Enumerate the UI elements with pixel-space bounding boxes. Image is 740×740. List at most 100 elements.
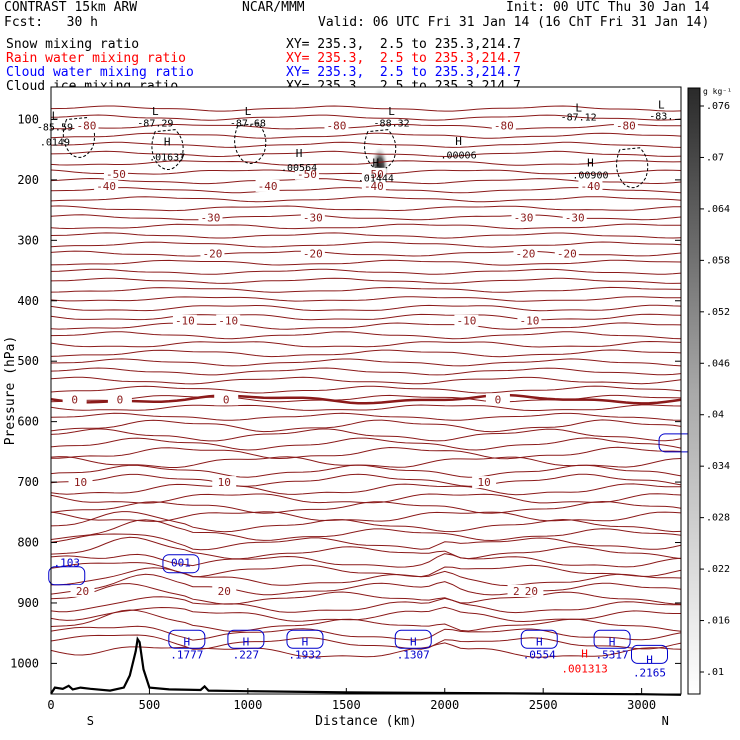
- isotherm-line: [50, 123, 681, 130]
- isotherm-line: [50, 132, 682, 139]
- extremum-marker: H: [587, 157, 594, 170]
- isotherm-line: [50, 553, 682, 568]
- cloud-water-contour: [593, 629, 631, 649]
- isotherm-line: [50, 428, 682, 442]
- y-tick-label: 300: [17, 233, 39, 247]
- rain-water-label: H: [581, 647, 588, 660]
- colorbar: [687, 87, 701, 695]
- cloud-water-contour: [520, 629, 558, 649]
- isotherm-line: [50, 223, 681, 230]
- extremum-value: -87.12: [561, 113, 597, 124]
- colorbar-tick-label: .034: [706, 461, 730, 472]
- isotherm-line: [50, 464, 682, 478]
- y-tick-label: 700: [17, 475, 39, 489]
- isotherm-line: [50, 573, 682, 596]
- cloud-water-contour: [48, 566, 86, 586]
- colorbar-tick-label: .04: [706, 410, 724, 421]
- colorbar-tick-label: .028: [706, 513, 730, 524]
- forecast-hour: Fcst: 30 h: [4, 15, 98, 30]
- isotherm-line: [50, 404, 682, 411]
- isotherm-line: [50, 196, 682, 203]
- isotherm-line: [50, 419, 682, 433]
- isotherm-label: -10: [456, 315, 476, 328]
- isotherm-line: [50, 385, 682, 394]
- colorbar-tick-label: .016: [706, 616, 730, 627]
- isotherm-line: [50, 241, 682, 248]
- isotherm-label-bg: [94, 179, 119, 192]
- cloud-water-label: 001: [171, 557, 191, 570]
- isotherm-label-bg: [562, 211, 587, 224]
- colorbar-tick-label: .076: [706, 101, 730, 112]
- isotherm-label-bg: [198, 211, 223, 224]
- extremum-value: -83.: [649, 111, 673, 122]
- colorbar-tick-label: .022: [706, 564, 730, 575]
- extremum-marker: H: [455, 135, 462, 148]
- x-end-label-north: N: [662, 714, 669, 728]
- extremum-marker: H: [373, 157, 380, 170]
- isotherm-label: -10: [175, 315, 195, 328]
- isotherm-label-bg: [74, 119, 99, 132]
- isotherm-line: [50, 500, 682, 514]
- legend-cloud-water-xy: XY= 235.3, 2.5 to 235.3,214.7: [286, 65, 521, 80]
- isotherm-label-bg: [511, 211, 536, 224]
- extremum-value: -88.32: [374, 119, 410, 130]
- isotherm-line: [50, 596, 681, 614]
- isotherm-line: [50, 296, 681, 302]
- extremum-value: -87.68: [230, 119, 266, 130]
- isotherm-line: [50, 268, 682, 275]
- colorbar-tick-label: .052: [706, 307, 730, 318]
- isotherm-label: 0: [223, 393, 230, 406]
- isotherm-line: [50, 286, 682, 293]
- cloud-water-contour: [162, 554, 200, 574]
- extremum-marker: L: [388, 105, 395, 118]
- x-end-label-south: S: [87, 714, 94, 728]
- isotherm-line: [51, 567, 682, 587]
- isotherm-label-bg: [200, 247, 225, 260]
- isotherm-line: [50, 322, 682, 330]
- isotherm-label-bg: [513, 247, 538, 260]
- isotherm-line: [50, 150, 682, 158]
- extremum-marker: L: [658, 99, 665, 112]
- x-tick-label: 1500: [332, 698, 361, 712]
- isotherm-label-bg: [485, 393, 510, 406]
- cloud-water-label: .1307: [397, 649, 430, 662]
- isotherm-line: [50, 277, 682, 284]
- cloud-water-label: H: [410, 635, 417, 648]
- isotherm-label: -20: [516, 248, 536, 261]
- isotherm-label: -50: [364, 168, 384, 181]
- isotherm-line: [50, 331, 682, 340]
- y-tick-label: 800: [17, 536, 39, 550]
- isotherm-label: -80: [494, 119, 514, 132]
- y-axis-label: Pressure (hPa): [3, 336, 18, 446]
- isotherm-line: [50, 340, 682, 348]
- isotherm-line: [50, 367, 682, 376]
- extremum-marker: L: [152, 105, 159, 118]
- extremum-value: .01637: [149, 153, 185, 164]
- isotherm-line: [50, 358, 682, 367]
- colorbar-tick-label: .064: [706, 204, 730, 215]
- isotherm-label-bg: [517, 314, 542, 327]
- isotherm-line: [50, 562, 682, 578]
- organization: NCAR/MMM: [242, 0, 305, 15]
- legend-rain-xy: XY= 235.3, 2.5 to 235.3,214.7: [286, 51, 521, 66]
- isotherm-line: [50, 634, 682, 650]
- cloud-water-label: H: [646, 653, 653, 666]
- isotherm-label: -40: [581, 180, 601, 193]
- isotherm-label: -30: [303, 211, 323, 224]
- isotherm-label: -40: [364, 180, 384, 193]
- x-tick-label: 500: [139, 698, 161, 712]
- isotherm-label-bg: [68, 476, 93, 489]
- y-tick-label: 500: [17, 354, 39, 368]
- isotherm-label: -40: [96, 180, 116, 193]
- extremum-value: .0149: [40, 137, 70, 148]
- isotherm-label: 20: [76, 585, 89, 598]
- isotherm-line: [50, 533, 682, 551]
- colorbar-tick-label: .07: [706, 152, 724, 163]
- isotherm-label-bg: [255, 179, 280, 192]
- isotherm-line: [50, 105, 682, 112]
- extremum-value: .00900: [572, 171, 608, 182]
- isotherm-label-bg: [103, 167, 128, 180]
- cloud-water-label: .103: [54, 557, 81, 570]
- cloud-water-label: H: [609, 635, 616, 648]
